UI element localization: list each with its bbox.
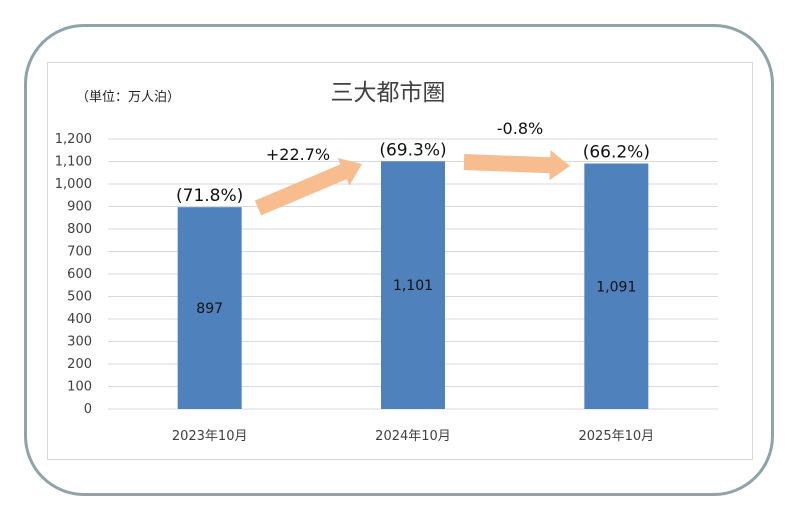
y-tick-label: 200 (67, 357, 92, 372)
x-tick-label: 2023年10月 (172, 429, 248, 444)
change-arrow (463, 150, 570, 181)
chart-title: 三大都市圏 (331, 80, 446, 106)
x-tick-label: 2024年10月 (375, 429, 451, 444)
y-tick-label: 400 (67, 312, 92, 327)
unit-label: （単位：万人泊） (76, 89, 180, 105)
share-label: (71.8%) (176, 186, 243, 206)
bar (177, 207, 242, 409)
y-tick-label: 1,100 (55, 155, 92, 170)
y-tick-label: 500 (67, 290, 92, 305)
x-tick-label: 2025年10月 (579, 429, 655, 444)
y-tick-label: 0 (84, 402, 92, 417)
y-tick-label: 100 (67, 380, 92, 395)
change-label: -0.8% (497, 119, 543, 138)
change-arrow (254, 157, 362, 216)
chart-area-border (47, 62, 753, 460)
share-label: (66.2%) (583, 143, 650, 163)
bar-value-label: 897 (196, 301, 223, 317)
share-label: (69.3%) (379, 140, 446, 160)
y-axis-ticks: 0 100 200 300 400 500 600 700 800 900 1,000 1,100 1,… (55, 132, 92, 417)
bar-value-label: 1,091 (596, 279, 636, 295)
y-tick-label: 1,000 (55, 177, 92, 192)
y-tick-label: 900 (67, 200, 92, 215)
change-label: +22.7% (266, 145, 330, 164)
bar-labels: 897 (71.8%) 2023年10月 1,101 (69.3%) 2024年10月 1,… (172, 119, 654, 444)
y-tick-label: 600 (67, 267, 92, 282)
y-tick-label: 800 (67, 222, 92, 237)
y-tick-label: 700 (67, 245, 92, 260)
change-arrows (254, 150, 570, 216)
y-tick-label: 300 (67, 335, 92, 350)
bar (381, 161, 445, 409)
y-tick-label: 1,200 (55, 132, 92, 147)
bars (177, 161, 649, 409)
bar-value-label: 1,101 (393, 278, 433, 294)
bar (584, 163, 649, 409)
